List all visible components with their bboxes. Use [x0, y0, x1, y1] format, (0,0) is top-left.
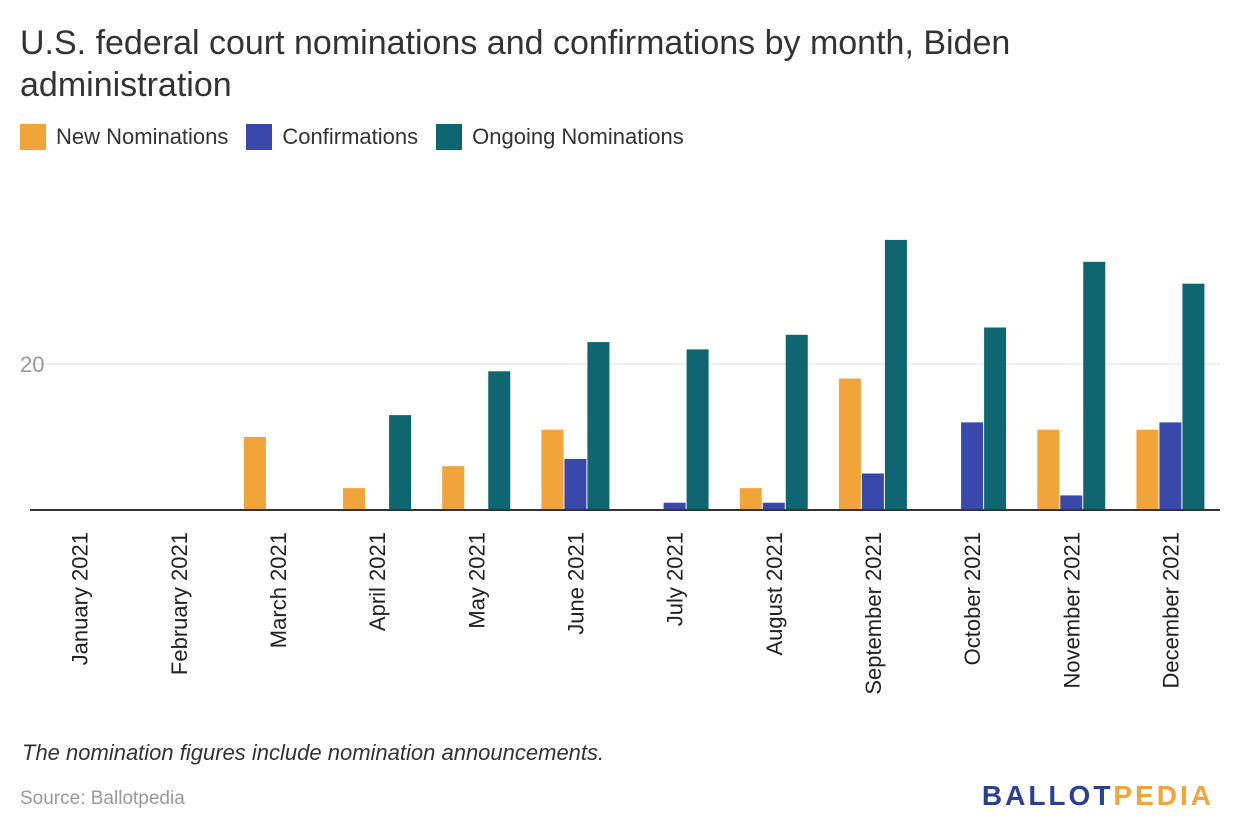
bar-new-nominations-september-2021: [838, 378, 861, 510]
legend-item-confirmations: Confirmations: [246, 124, 418, 150]
legend-swatch-ongoing-nominations: [436, 124, 463, 150]
bar-new-nominations-may-2021: [442, 466, 465, 510]
bar-confirmations-august-2021: [762, 502, 785, 510]
x-tick-label-march-2021: March 2021: [266, 532, 291, 648]
x-tick-label-december-2021: December 2021: [1158, 532, 1183, 689]
legend-item-new-nominations: New Nominations: [20, 124, 228, 150]
bar-ongoing-nominations-april-2021: [389, 415, 412, 510]
chart-note: The nomination figures include nominatio…: [22, 740, 605, 765]
legend-item-ongoing-nominations: Ongoing Nominations: [436, 124, 684, 150]
bar-ongoing-nominations-october-2021: [984, 327, 1007, 510]
bar-ongoing-nominations-september-2021: [884, 239, 907, 510]
legend-label-confirmations: Confirmations: [282, 124, 419, 149]
legend-label-new-nominations: New Nominations: [56, 124, 229, 149]
source-text: Source: Ballotpedia: [20, 788, 185, 809]
bar-new-nominations-november-2021: [1037, 429, 1060, 510]
bar-ongoing-nominations-december-2021: [1182, 283, 1205, 510]
logo-part-ballot: BALLOT: [981, 780, 1114, 811]
bar-chart: 20 January 2021 February 2021 March 2021 Apr…: [20, 239, 1220, 695]
x-tick-label-august-2021: August 2021: [762, 532, 787, 656]
legend-swatch-new-nominations: [20, 124, 46, 150]
bar-new-nominations-december-2021: [1136, 429, 1159, 510]
bar-ongoing-nominations-july-2021: [686, 349, 709, 510]
x-tick-label-may-2021: May 2021: [464, 532, 489, 629]
bar-confirmations-june-2021: [564, 458, 587, 510]
x-tick-label-june-2021: June 2021: [563, 532, 588, 635]
chart-title: U.S. federal court nominations and confi…: [20, 24, 1011, 104]
x-tick-label-july-2021: July 2021: [663, 532, 688, 626]
bar-new-nominations-march-2021: [243, 437, 266, 510]
bar-ongoing-nominations-november-2021: [1083, 261, 1106, 510]
bar-ongoing-nominations-may-2021: [488, 371, 511, 510]
bar-confirmations-december-2021: [1159, 422, 1182, 510]
x-tick-label-january-2021: January 2021: [68, 532, 93, 665]
logo-part-pedia: PEDIA: [1113, 780, 1214, 811]
x-tick-label-october-2021: October 2021: [960, 532, 985, 665]
bar-confirmations-november-2021: [1060, 495, 1083, 510]
legend-label-ongoing-nominations: Ongoing Nominations: [472, 124, 684, 149]
y-tick-label-20: 20: [20, 352, 44, 377]
bar-new-nominations-august-2021: [739, 488, 762, 510]
ballotpedia-logo: BALLOTPEDIA: [982, 780, 1214, 812]
bar-new-nominations-june-2021: [541, 429, 564, 510]
bar-confirmations-september-2021: [861, 473, 884, 510]
legend: New Nominations Confirmations Ongoing No…: [20, 124, 702, 150]
x-tick-label-september-2021: September 2021: [861, 532, 886, 695]
x-tick-label-february-2021: February 2021: [167, 532, 192, 675]
bar-confirmations-october-2021: [961, 422, 984, 510]
bar-ongoing-nominations-june-2021: [587, 342, 610, 510]
x-tick-label-november-2021: November 2021: [1059, 532, 1084, 689]
bar-ongoing-nominations-august-2021: [785, 334, 808, 510]
x-tick-label-april-2021: April 2021: [365, 532, 390, 631]
legend-swatch-confirmations: [246, 124, 273, 150]
bar-confirmations-july-2021: [663, 502, 686, 510]
bar-new-nominations-april-2021: [343, 488, 366, 510]
